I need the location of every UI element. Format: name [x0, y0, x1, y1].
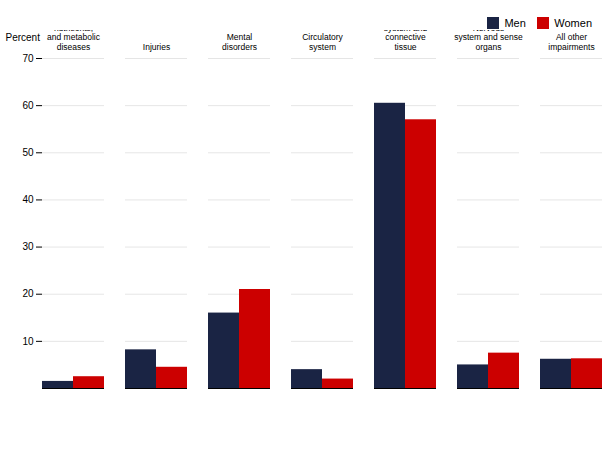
svg-text:60: 60	[22, 100, 34, 111]
svg-text:30: 30	[22, 241, 34, 252]
svg-text:50: 50	[22, 147, 34, 158]
svg-text:All otherimpairments: All otherimpairments	[548, 32, 594, 51]
svg-text:40: 40	[22, 194, 34, 205]
svg-text:Percent: Percent	[6, 32, 41, 43]
svg-text:70: 70	[22, 53, 34, 64]
svg-text:Circulatorysystem: Circulatorysystem	[302, 32, 343, 51]
svg-text:Musculo-skeletalsystem andconn: Musculo-skeletalsystem andconnectivetiss…	[384, 30, 428, 52]
svg-text:Mentaldisorders: Mentaldisorders	[222, 32, 257, 51]
svg-text:Injuries: Injuries	[143, 42, 170, 52]
svg-text:Nervoussystem and senseorgans: Nervoussystem and senseorgans	[454, 30, 523, 52]
html-text:Women: Women	[554, 16, 592, 29]
svg-text:20: 20	[22, 288, 34, 299]
svg-text:Endocrine,nutritional,and meta: Endocrine,nutritional,and metabolicdisea…	[47, 30, 101, 52]
svg-text:10: 10	[22, 336, 34, 347]
html-text:Men: Men	[504, 16, 526, 29]
